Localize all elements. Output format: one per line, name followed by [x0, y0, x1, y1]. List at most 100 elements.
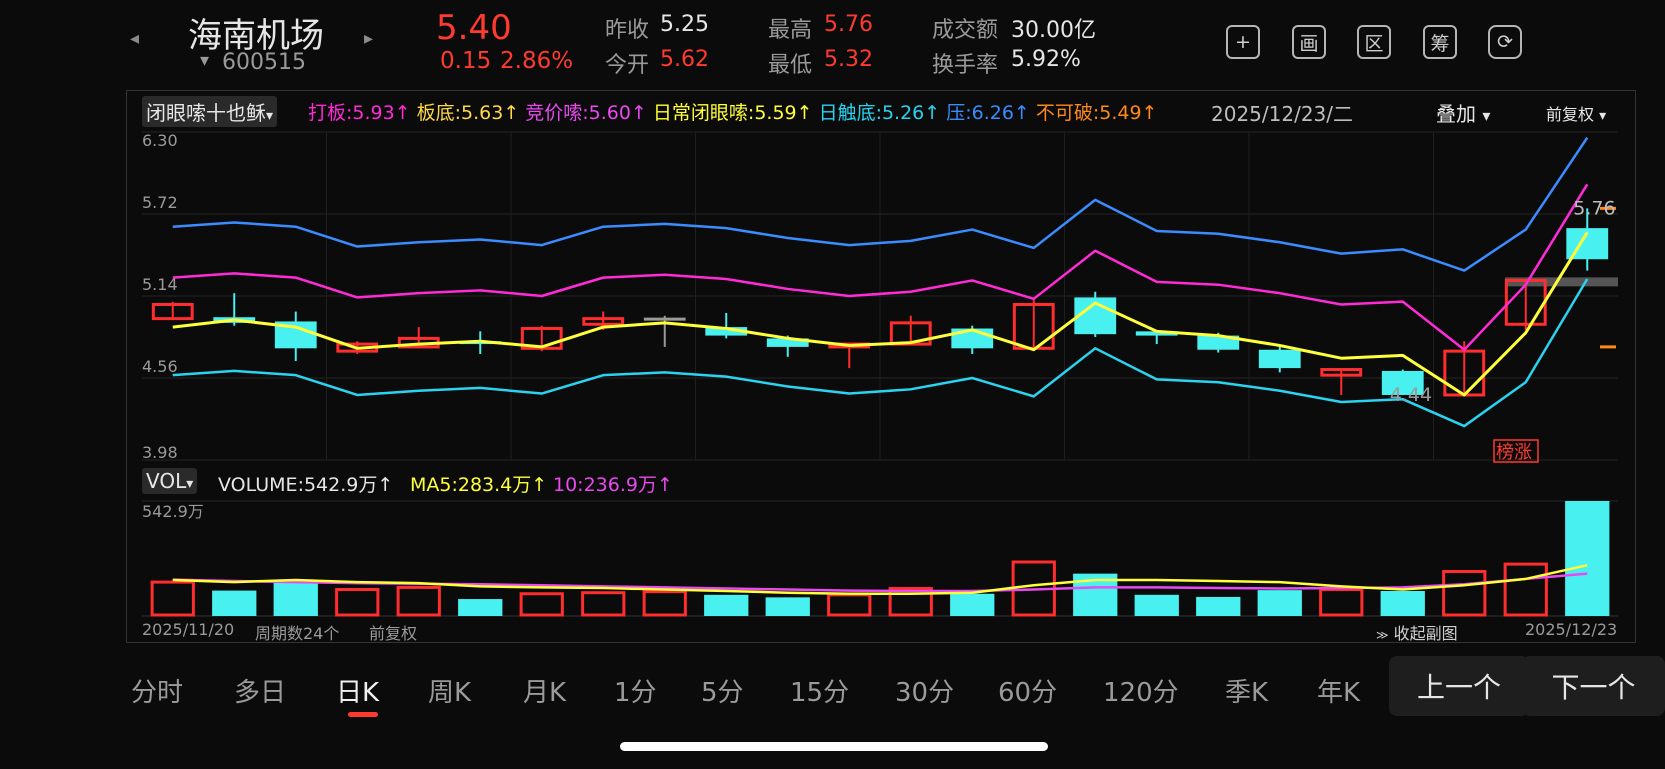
tab-12[interactable]: 年K	[1317, 678, 1361, 708]
candle-body	[582, 317, 625, 326]
vol-selector-label: VOL	[146, 469, 187, 493]
volume-bar	[642, 590, 687, 617]
chevron-down-icon: ▾	[1482, 106, 1491, 125]
high-mark-label: 5.76	[1573, 197, 1615, 219]
y-tick-label: 6.30	[142, 131, 178, 150]
range-icon[interactable]: 区	[1357, 25, 1391, 59]
tab-0[interactable]: 分时	[131, 678, 184, 708]
turnover-rate-value: 5.92%	[1011, 47, 1081, 72]
tab-2[interactable]: 日K	[336, 678, 380, 708]
prev-stock-arrow[interactable]: ◂	[130, 28, 140, 49]
indicator-item: 日常闭眼嗦:5.59↑	[652, 102, 813, 124]
prev-button[interactable]: 上一个	[1389, 656, 1529, 716]
indicator-selector[interactable]: 闭眼嗦十也稣▾	[142, 96, 278, 127]
rotate-icon[interactable]: ⟳	[1488, 25, 1522, 59]
chart-date: 2025/12/23/二	[1211, 102, 1354, 126]
y-tick-label: 5.14	[142, 275, 178, 294]
volume-bar	[704, 594, 749, 616]
badge-frame	[1493, 439, 1539, 463]
collapse-icon: ≫	[1376, 628, 1389, 642]
volume-bar	[1503, 562, 1548, 617]
candle-body	[1381, 370, 1424, 395]
volume-bar	[1196, 596, 1241, 616]
volume-bar	[273, 581, 318, 616]
next-stock-arrow[interactable]: ▸	[364, 28, 374, 49]
overlay-button[interactable]: 叠加 ▾	[1436, 98, 1490, 127]
volume-bar	[1380, 591, 1425, 616]
vol-ma5-line	[172, 563, 1588, 596]
vol-selector[interactable]: VOL▾	[142, 468, 198, 494]
tab-7[interactable]: 15分	[790, 678, 850, 708]
current-price: 5.40	[436, 8, 512, 48]
candle-body	[1197, 335, 1240, 350]
adjust-button[interactable]: 前复权 ▾	[1546, 101, 1606, 125]
tab-11[interactable]: 季K	[1225, 678, 1269, 708]
turnover-rate-label: 换手率	[932, 53, 999, 78]
price-change: 0.15	[440, 48, 492, 74]
tab-9[interactable]: 60分	[998, 678, 1058, 708]
turnover-label: 成交额	[932, 18, 999, 43]
volume-bar	[150, 580, 195, 617]
tab-1[interactable]: 多日	[234, 678, 287, 708]
vol-volume: VOLUME:542.9万↑	[218, 474, 394, 496]
period-count: 周期数24个	[255, 624, 340, 643]
indicator-item: 压:6.26↑	[946, 102, 1030, 124]
badge-label: 榜涨	[1496, 442, 1532, 463]
footer-adjust: 前复权	[369, 624, 418, 643]
indicator-legend: 打板:5.93↑ 板底:5.63↑ 竞价嗦:5.60↑ 日常闭眼嗦:5.59↑ 日触底:…	[308, 98, 1163, 125]
start-date: 2025/11/20	[142, 620, 235, 639]
vol-ma5: MA5:283.4万↑	[410, 474, 548, 496]
indicator-item: 竞价嗦:5.60↑	[525, 102, 647, 124]
y-tick-label: 3.98	[142, 443, 178, 462]
collapse-subchart-button[interactable]: ≫ 收起副图	[1376, 620, 1458, 644]
volume-bar	[519, 592, 564, 617]
tab-3[interactable]: 周K	[428, 678, 472, 708]
candle-body	[766, 338, 809, 347]
candle-body	[1135, 331, 1178, 336]
price-change-pct: 2.86%	[500, 48, 574, 74]
candle-body	[1320, 368, 1363, 377]
tab-8[interactable]: 30分	[895, 678, 955, 708]
chevron-down-icon: ▾	[266, 108, 274, 124]
candle-body	[1258, 349, 1301, 369]
volume-bar	[458, 599, 503, 616]
volume-bar	[1257, 590, 1302, 616]
indicator-item: 板底:5.63↑	[416, 102, 520, 124]
volume-bar	[950, 593, 995, 616]
y-tick-label: 5.72	[142, 193, 178, 212]
chevron-down-icon: ▾	[1599, 108, 1607, 124]
volume-bar	[396, 585, 441, 617]
volume-bar	[335, 588, 380, 617]
tab-5[interactable]: 1分	[614, 678, 657, 708]
overlay-label: 叠加	[1436, 102, 1476, 126]
chip-icon[interactable]: 筹	[1423, 25, 1457, 59]
tab-4[interactable]: 月K	[523, 678, 567, 708]
indicator-line	[172, 183, 1589, 351]
indicator-line	[172, 231, 1589, 397]
stock-code-caret[interactable]: ▾	[200, 50, 210, 71]
low-value: 5.32	[824, 47, 873, 72]
plus-icon[interactable]: +	[1226, 25, 1260, 59]
indicator-item: 日触底:5.26↑	[818, 102, 941, 124]
draw-icon[interactable]: 画	[1292, 25, 1326, 59]
stock-name: 海南机场	[188, 16, 324, 56]
prev-close-value: 5.25	[660, 12, 709, 37]
candle-body	[151, 302, 194, 321]
open-label: 今开	[605, 53, 650, 78]
volume-bar	[212, 590, 257, 616]
indicator-item: 打板:5.93↑	[308, 102, 411, 124]
active-tab-underline	[348, 712, 378, 717]
tab-6[interactable]: 5分	[701, 678, 744, 708]
volume-bar	[581, 591, 626, 617]
volume-bar	[765, 597, 810, 616]
indicator-item: 不可破:5.49↑	[1035, 102, 1158, 124]
low-label: 最低	[768, 53, 813, 78]
home-indicator[interactable]	[620, 742, 1048, 751]
next-button[interactable]: 下一个	[1522, 656, 1665, 716]
volume-bar	[1565, 501, 1610, 616]
chart-frame	[126, 90, 1636, 643]
chevron-down-icon: ▾	[186, 476, 194, 492]
vol-ma10: 10:236.9万↑	[553, 474, 673, 496]
tab-10[interactable]: 120分	[1103, 678, 1179, 708]
